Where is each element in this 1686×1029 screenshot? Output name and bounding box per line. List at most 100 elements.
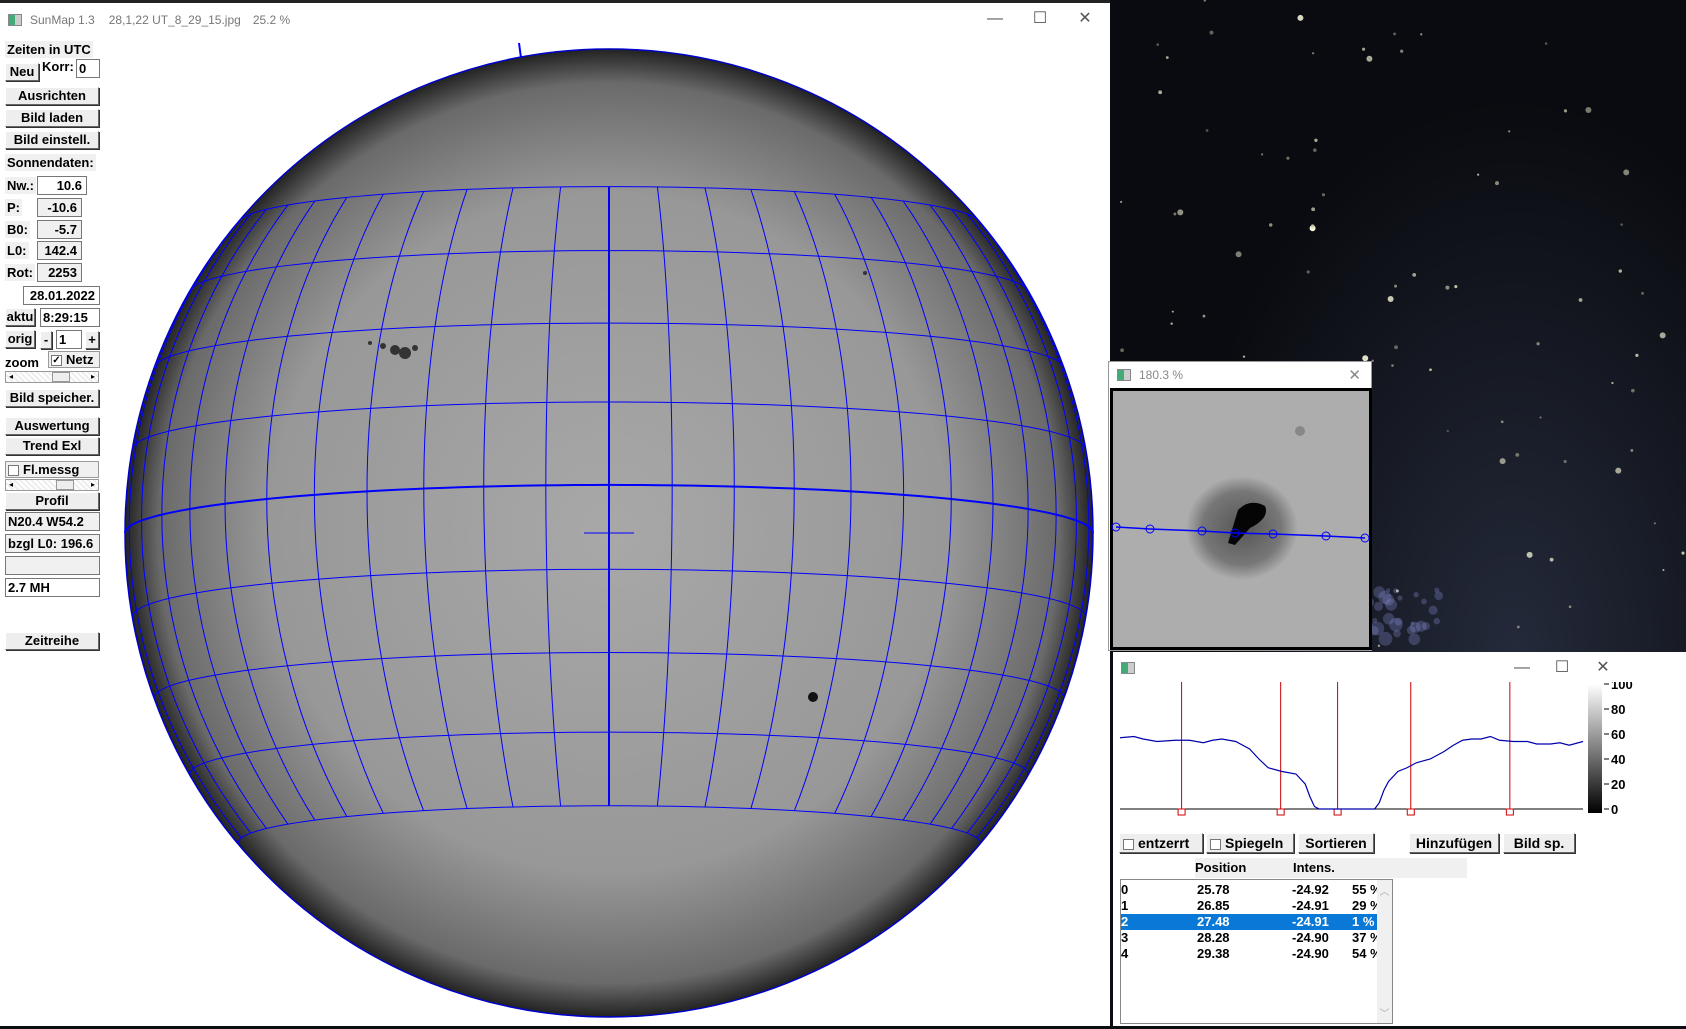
profil-button[interactable]: Profil	[5, 492, 99, 510]
entzerrt-checkbox[interactable]: entzerrt	[1119, 833, 1203, 853]
list-item[interactable]: 0 25.78 -24.92 55 %	[1121, 882, 1382, 898]
zoom-image[interactable]	[1110, 388, 1372, 650]
star	[1446, 429, 1449, 433]
hinzufuegen-button[interactable]: Hinzufügen	[1409, 833, 1499, 853]
longitude-line	[313, 193, 384, 814]
star	[1235, 251, 1242, 258]
date-input[interactable]: 28.01.2022	[23, 286, 100, 305]
point-x: 27.48	[1197, 914, 1230, 929]
flmessg-slider-thumb[interactable]	[56, 480, 74, 490]
trend-exl-button[interactable]: Trend Exl	[5, 437, 99, 455]
close-button[interactable]: ✕	[1078, 10, 1092, 27]
zoom-slider[interactable]: ◂ ▸	[5, 371, 99, 383]
step-input[interactable]: 1	[56, 330, 82, 349]
bild-sp-button[interactable]: Bild sp.	[1503, 833, 1575, 853]
p-label: P:	[5, 199, 22, 216]
spiegeln-checkbox[interactable]: Spiegeln	[1206, 833, 1294, 853]
bild-laden-button[interactable]: Bild laden	[5, 109, 99, 127]
star	[1400, 49, 1404, 53]
maximize-button[interactable]: ☐	[1032, 10, 1048, 27]
scroll-right-icon: ▸	[90, 480, 95, 489]
close-button[interactable]: ✕	[1348, 367, 1361, 384]
nebula-patch	[1433, 617, 1441, 625]
ausrichten-button[interactable]: Ausrichten	[5, 87, 99, 105]
sortieren-button[interactable]: Sortieren	[1298, 833, 1374, 853]
times-label: Zeiten in UTC	[5, 41, 93, 58]
marker-handle[interactable]	[1406, 808, 1415, 816]
star	[1515, 453, 1520, 457]
korr-label: Korr:	[42, 59, 74, 74]
auswertung-button[interactable]: Auswertung	[5, 417, 99, 435]
longitude-line	[656, 186, 673, 807]
nebula-patch	[1385, 598, 1398, 611]
star	[1544, 42, 1548, 45]
spiegeln-check-icon	[1210, 838, 1221, 850]
list-item[interactable]: 2 27.48 -24.91 1 %	[1121, 914, 1377, 930]
star	[1539, 416, 1542, 419]
star	[1310, 224, 1315, 228]
marker-handle[interactable]	[1333, 808, 1342, 816]
star	[1630, 388, 1635, 393]
point-intens: 29 %	[1352, 898, 1382, 913]
longitude-line	[266, 197, 348, 817]
neu-button[interactable]: Neu	[5, 63, 39, 81]
list-scrollbar[interactable]: ︿ ﹀	[1377, 880, 1392, 1023]
star	[1371, 359, 1374, 362]
netz-label: Netz	[66, 352, 94, 367]
sonnendaten-label: Sonnendaten:	[5, 154, 96, 171]
bild-einstell-button[interactable]: Bild einstell.	[5, 131, 99, 149]
list-item[interactable]: 4 29.38 -24.90 54 %	[1121, 946, 1382, 962]
list-item[interactable]: 1 26.85 -24.91 29 %	[1121, 898, 1382, 914]
orig-button[interactable]: orig	[5, 330, 35, 348]
star	[1165, 56, 1169, 59]
minimize-button[interactable]: —	[1514, 659, 1530, 676]
marker-handle[interactable]	[1177, 808, 1186, 816]
star	[1268, 223, 1273, 227]
star	[1156, 43, 1160, 46]
list-item[interactable]: 3 28.28 -24.90 37 %	[1121, 930, 1382, 946]
marker-handle[interactable]	[1276, 808, 1285, 816]
zoom-slider-thumb[interactable]	[52, 372, 70, 382]
flmessg-checkbox[interactable]: Fl.messg	[5, 461, 99, 478]
column-header-intens: Intens.	[1293, 860, 1335, 875]
zeitreihe-button[interactable]: Zeitreihe	[5, 632, 99, 650]
star	[1499, 458, 1506, 465]
star	[1260, 153, 1264, 156]
zoom-percent: 25.2 %	[252, 13, 291, 27]
mh-value[interactable]: 2.7 MH	[5, 578, 100, 597]
point-y: -24.92	[1292, 882, 1329, 897]
heliographic-grid	[124, 186, 1094, 843]
nw-input[interactable]: 10.6	[37, 176, 87, 195]
star	[1377, 644, 1381, 647]
spiegeln-label: Spiegeln	[1225, 835, 1284, 851]
marker-handle[interactable]	[1505, 808, 1514, 816]
profile-line[interactable]	[1115, 526, 1366, 539]
star	[1563, 459, 1567, 464]
longitude-line	[976, 218, 1090, 839]
rot-value: 2253	[37, 263, 82, 282]
aktu-button[interactable]: aktu	[5, 308, 35, 326]
star	[1313, 148, 1317, 152]
star	[1158, 90, 1163, 95]
korr-input[interactable]: 0	[76, 59, 100, 78]
step-plus-button[interactable]: +	[85, 331, 99, 349]
star	[1311, 207, 1316, 212]
step-minus-button[interactable]: -	[40, 331, 52, 349]
maximize-button[interactable]: ☐	[1554, 659, 1570, 676]
longitude-line	[224, 200, 316, 821]
sun-image[interactable]	[0, 3, 1110, 1029]
sunspot-group	[368, 341, 418, 359]
star	[1445, 285, 1450, 290]
close-button[interactable]: ✕	[1596, 659, 1610, 676]
points-list[interactable]: 0 25.78 -24.92 55 % 1 26.85 -24.91 29 % 2 27.48 -2…	[1120, 879, 1393, 1024]
longitude-line	[483, 187, 514, 808]
star	[1662, 569, 1665, 572]
time-input[interactable]: 8:29:15	[40, 308, 100, 327]
longitude-line	[870, 197, 952, 817]
netz-checkbox[interactable]: ✓ Netz	[48, 351, 100, 368]
bild-speicher-button[interactable]: Bild speicher.	[5, 389, 99, 407]
flmessg-slider[interactable]: ◂ ▸	[5, 479, 99, 491]
y-tick-label: 80	[1611, 702, 1625, 717]
minimize-button[interactable]: —	[987, 10, 1003, 27]
scroll-down-icon: ﹀	[1379, 1009, 1390, 1020]
